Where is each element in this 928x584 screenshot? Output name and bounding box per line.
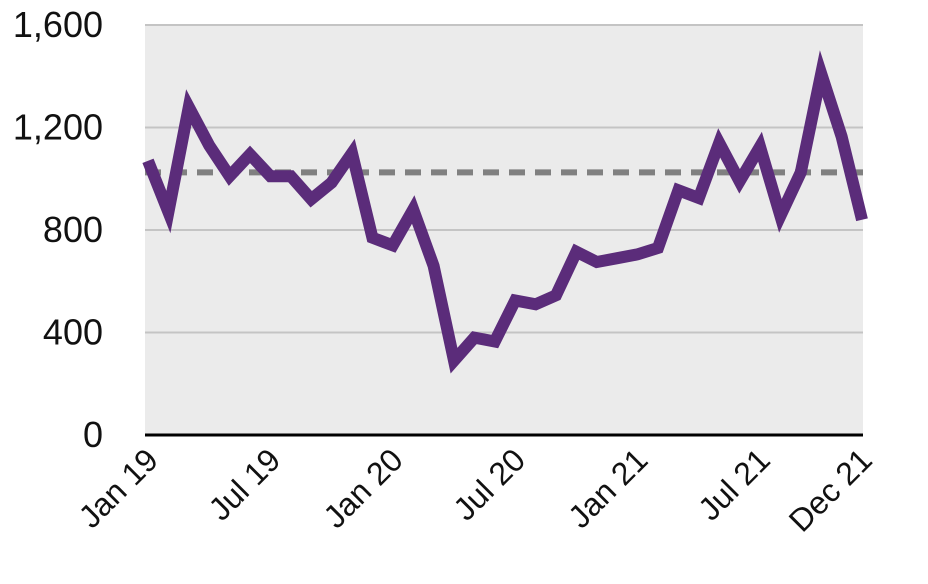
y-tick-label: 1,600 [13, 4, 103, 45]
series-line [142, 50, 868, 374]
y-tick-label: 400 [43, 312, 103, 353]
y-tick-label: 1,200 [13, 107, 103, 148]
x-tick-label: Jul 19 [202, 441, 288, 527]
x-tick-label: Jan 19 [72, 441, 165, 534]
x-tick-label: Jul 20 [446, 441, 532, 527]
y-tick-label: 0 [83, 414, 103, 455]
y-tick-label: 800 [43, 209, 103, 250]
x-tick-label: Jan 20 [316, 441, 409, 534]
x-tick-label: Dec 21 [782, 441, 879, 538]
x-tick-label: Jul 21 [691, 441, 777, 527]
x-tick-label: Jan 21 [561, 441, 654, 534]
